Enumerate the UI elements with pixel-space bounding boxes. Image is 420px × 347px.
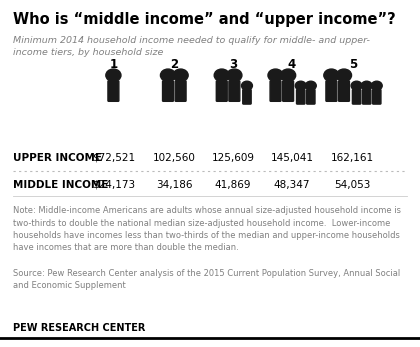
Circle shape xyxy=(371,81,382,90)
FancyBboxPatch shape xyxy=(175,81,186,101)
Text: UPPER INCOME: UPPER INCOME xyxy=(13,153,102,163)
Circle shape xyxy=(351,81,362,90)
Text: 145,041: 145,041 xyxy=(270,153,313,163)
FancyBboxPatch shape xyxy=(326,81,337,101)
Text: 102,560: 102,560 xyxy=(153,153,196,163)
Text: 162,161: 162,161 xyxy=(331,153,374,163)
Text: $24,173: $24,173 xyxy=(92,180,135,189)
Text: Note: Middle-income Americans are adults whose annual size-adjusted household in: Note: Middle-income Americans are adults… xyxy=(13,206,401,252)
Circle shape xyxy=(160,69,176,82)
Text: $72,521: $72,521 xyxy=(92,153,135,163)
Text: PEW RESEARCH CENTER: PEW RESEARCH CENTER xyxy=(13,323,145,333)
FancyBboxPatch shape xyxy=(307,90,315,104)
FancyBboxPatch shape xyxy=(229,81,240,101)
FancyBboxPatch shape xyxy=(373,90,381,104)
Text: 34,186: 34,186 xyxy=(156,180,192,189)
Circle shape xyxy=(295,81,306,90)
FancyBboxPatch shape xyxy=(216,81,227,101)
Circle shape xyxy=(336,69,352,82)
Text: 4: 4 xyxy=(288,58,296,71)
Text: 2: 2 xyxy=(170,58,178,71)
Text: 41,869: 41,869 xyxy=(215,180,251,189)
Text: 54,053: 54,053 xyxy=(335,180,371,189)
Text: 48,347: 48,347 xyxy=(274,180,310,189)
Circle shape xyxy=(324,69,339,82)
Text: Minimum 2014 household income needed to qualify for middle- and upper-
income ti: Minimum 2014 household income needed to … xyxy=(13,36,370,57)
Text: 125,609: 125,609 xyxy=(212,153,255,163)
Circle shape xyxy=(214,69,229,82)
Text: 1: 1 xyxy=(109,58,118,71)
FancyBboxPatch shape xyxy=(108,81,119,101)
Text: Who is “middle income” and “upper income”?: Who is “middle income” and “upper income… xyxy=(13,12,395,27)
FancyBboxPatch shape xyxy=(339,81,349,101)
Circle shape xyxy=(281,69,296,82)
FancyBboxPatch shape xyxy=(283,81,294,101)
Circle shape xyxy=(106,69,121,82)
Circle shape xyxy=(227,69,242,82)
FancyBboxPatch shape xyxy=(362,90,371,104)
Text: 5: 5 xyxy=(349,58,357,71)
Text: 3: 3 xyxy=(229,58,237,71)
Circle shape xyxy=(361,81,372,90)
Circle shape xyxy=(173,69,188,82)
Circle shape xyxy=(305,81,316,90)
FancyBboxPatch shape xyxy=(163,81,173,101)
Text: Source: Pew Research Center analysis of the 2015 Current Population Survey, Annu: Source: Pew Research Center analysis of … xyxy=(13,269,400,290)
Circle shape xyxy=(241,81,252,90)
FancyBboxPatch shape xyxy=(243,90,251,104)
Circle shape xyxy=(268,69,283,82)
FancyBboxPatch shape xyxy=(270,81,281,101)
FancyBboxPatch shape xyxy=(297,90,305,104)
FancyBboxPatch shape xyxy=(352,90,361,104)
Text: MIDDLE INCOME: MIDDLE INCOME xyxy=(13,180,108,189)
